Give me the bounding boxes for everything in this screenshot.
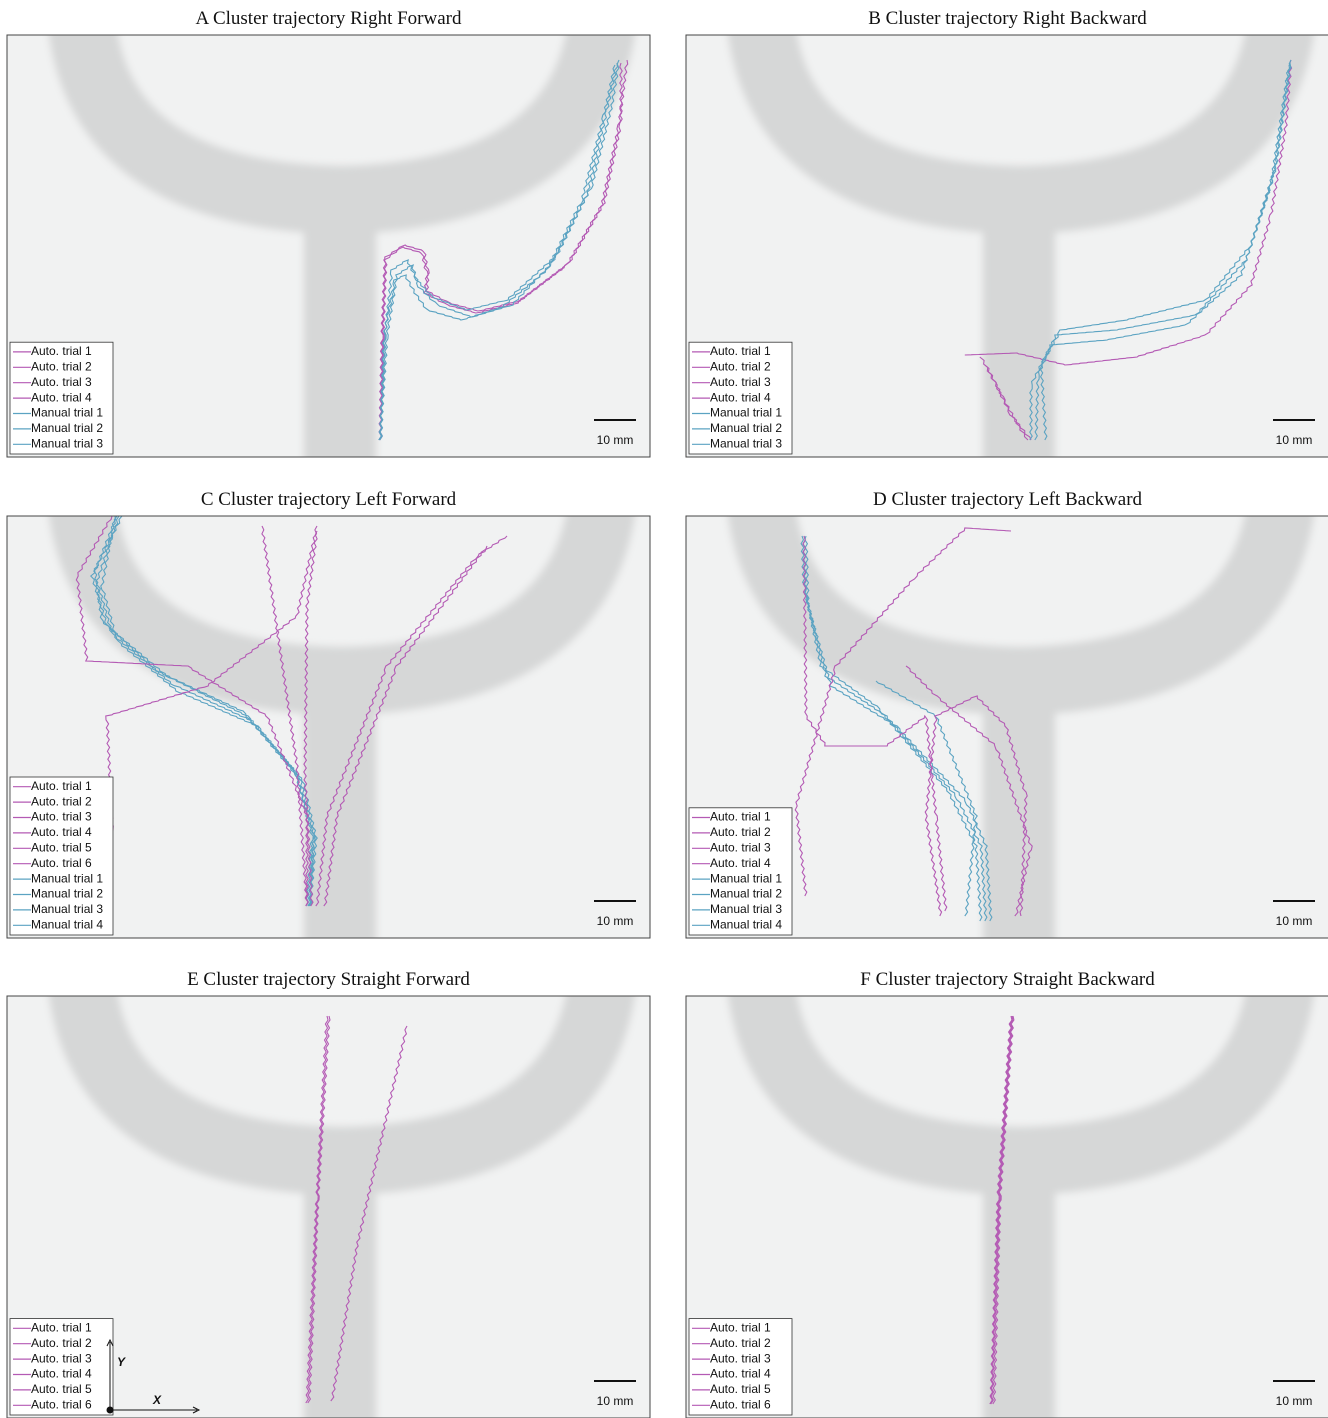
legend-label: Auto. trial 2 (31, 1336, 92, 1350)
panel-title: D Cluster trajectory Left Backward (873, 489, 1143, 510)
axis-x-label: X (152, 1393, 162, 1407)
legend-label: Auto. trial 1 (710, 810, 771, 824)
legend-label: Manual trial 3 (31, 436, 103, 450)
legend-label: Auto. trial 3 (710, 375, 771, 389)
legend-label: Manual trial 1 (31, 871, 103, 885)
legend-label: Manual trial 4 (710, 917, 782, 931)
legend-label: Manual trial 2 (710, 887, 782, 901)
legend-label: Auto. trial 6 (31, 1397, 92, 1411)
legend-label: Auto. trial 4 (31, 825, 92, 839)
legend-label: Auto. trial 3 (31, 1351, 92, 1365)
scale-label: 10 mm (1276, 914, 1313, 928)
legend-label: Auto. trial 1 (31, 1320, 92, 1334)
legend-label: Auto. trial 3 (31, 810, 92, 824)
legend-label: Manual trial 4 (31, 917, 103, 931)
scale-label: 10 mm (597, 1394, 634, 1408)
axis-y-label: Y (117, 1355, 126, 1369)
legend-label: Auto. trial 4 (710, 1367, 771, 1381)
legend-label: Auto. trial 2 (710, 825, 771, 839)
legend-label: Manual trial 3 (710, 902, 782, 916)
legend-label: Auto. trial 2 (31, 359, 92, 373)
legend-label: Auto. trial 4 (710, 390, 771, 404)
figure: A Cluster trajectory Right Forward Auto. … (0, 0, 1328, 1418)
legend-label: Auto. trial 2 (710, 1336, 771, 1350)
legend-label: Manual trial 2 (31, 421, 103, 435)
legend-label: Manual trial 1 (710, 406, 782, 420)
legend-label: Auto. trial 5 (710, 1382, 771, 1396)
scale-label: 10 mm (1276, 1394, 1313, 1408)
legend-label: Manual trial 2 (31, 887, 103, 901)
legend-label: Manual trial 1 (710, 871, 782, 885)
legend-label: Auto. trial 3 (31, 375, 92, 389)
panel-title: A Cluster trajectory Right Forward (196, 8, 462, 29)
legend-label: Auto. trial 2 (710, 359, 771, 373)
legend-label: Auto. trial 5 (31, 1382, 92, 1396)
legend-label: Auto. trial 3 (710, 840, 771, 854)
legend-label: Auto. trial 1 (31, 344, 92, 358)
panel-title: F Cluster trajectory Straight Backward (860, 969, 1155, 990)
legend-label: Manual trial 1 (31, 406, 103, 420)
legend-label: Auto. trial 6 (31, 856, 92, 870)
legend-label: Manual trial 3 (31, 902, 103, 916)
legend-label: Auto. trial 3 (710, 1351, 771, 1365)
legend-label: Auto. trial 4 (31, 390, 92, 404)
scale-label: 10 mm (1276, 433, 1313, 447)
panel-title: E Cluster trajectory Straight Forward (187, 969, 470, 990)
legend-label: Auto. trial 4 (710, 856, 771, 870)
panel-title: B Cluster trajectory Right Backward (868, 8, 1147, 29)
legend-label: Auto. trial 1 (710, 344, 771, 358)
panel: Auto. trial 1Auto. trial 2Auto. trial 3A… (7, 506, 650, 956)
panel-title: C Cluster trajectory Left Forward (201, 489, 457, 510)
scale-label: 10 mm (597, 433, 634, 447)
origin (107, 1407, 114, 1414)
scale-label: 10 mm (597, 914, 634, 928)
legend-label: Auto. trial 5 (31, 840, 92, 854)
legend-label: Auto. trial 1 (710, 1320, 771, 1334)
legend-label: Manual trial 2 (710, 421, 782, 435)
legend-label: Auto. trial 6 (710, 1397, 771, 1411)
legend-label: Auto. trial 1 (31, 779, 92, 793)
legend-label: Auto. trial 4 (31, 1367, 92, 1381)
legend-label: Auto. trial 2 (31, 794, 92, 808)
legend-label: Manual trial 3 (710, 436, 782, 450)
panel: Auto. trial 1Auto. trial 2 Auto. trial 3A… (7, 25, 650, 475)
